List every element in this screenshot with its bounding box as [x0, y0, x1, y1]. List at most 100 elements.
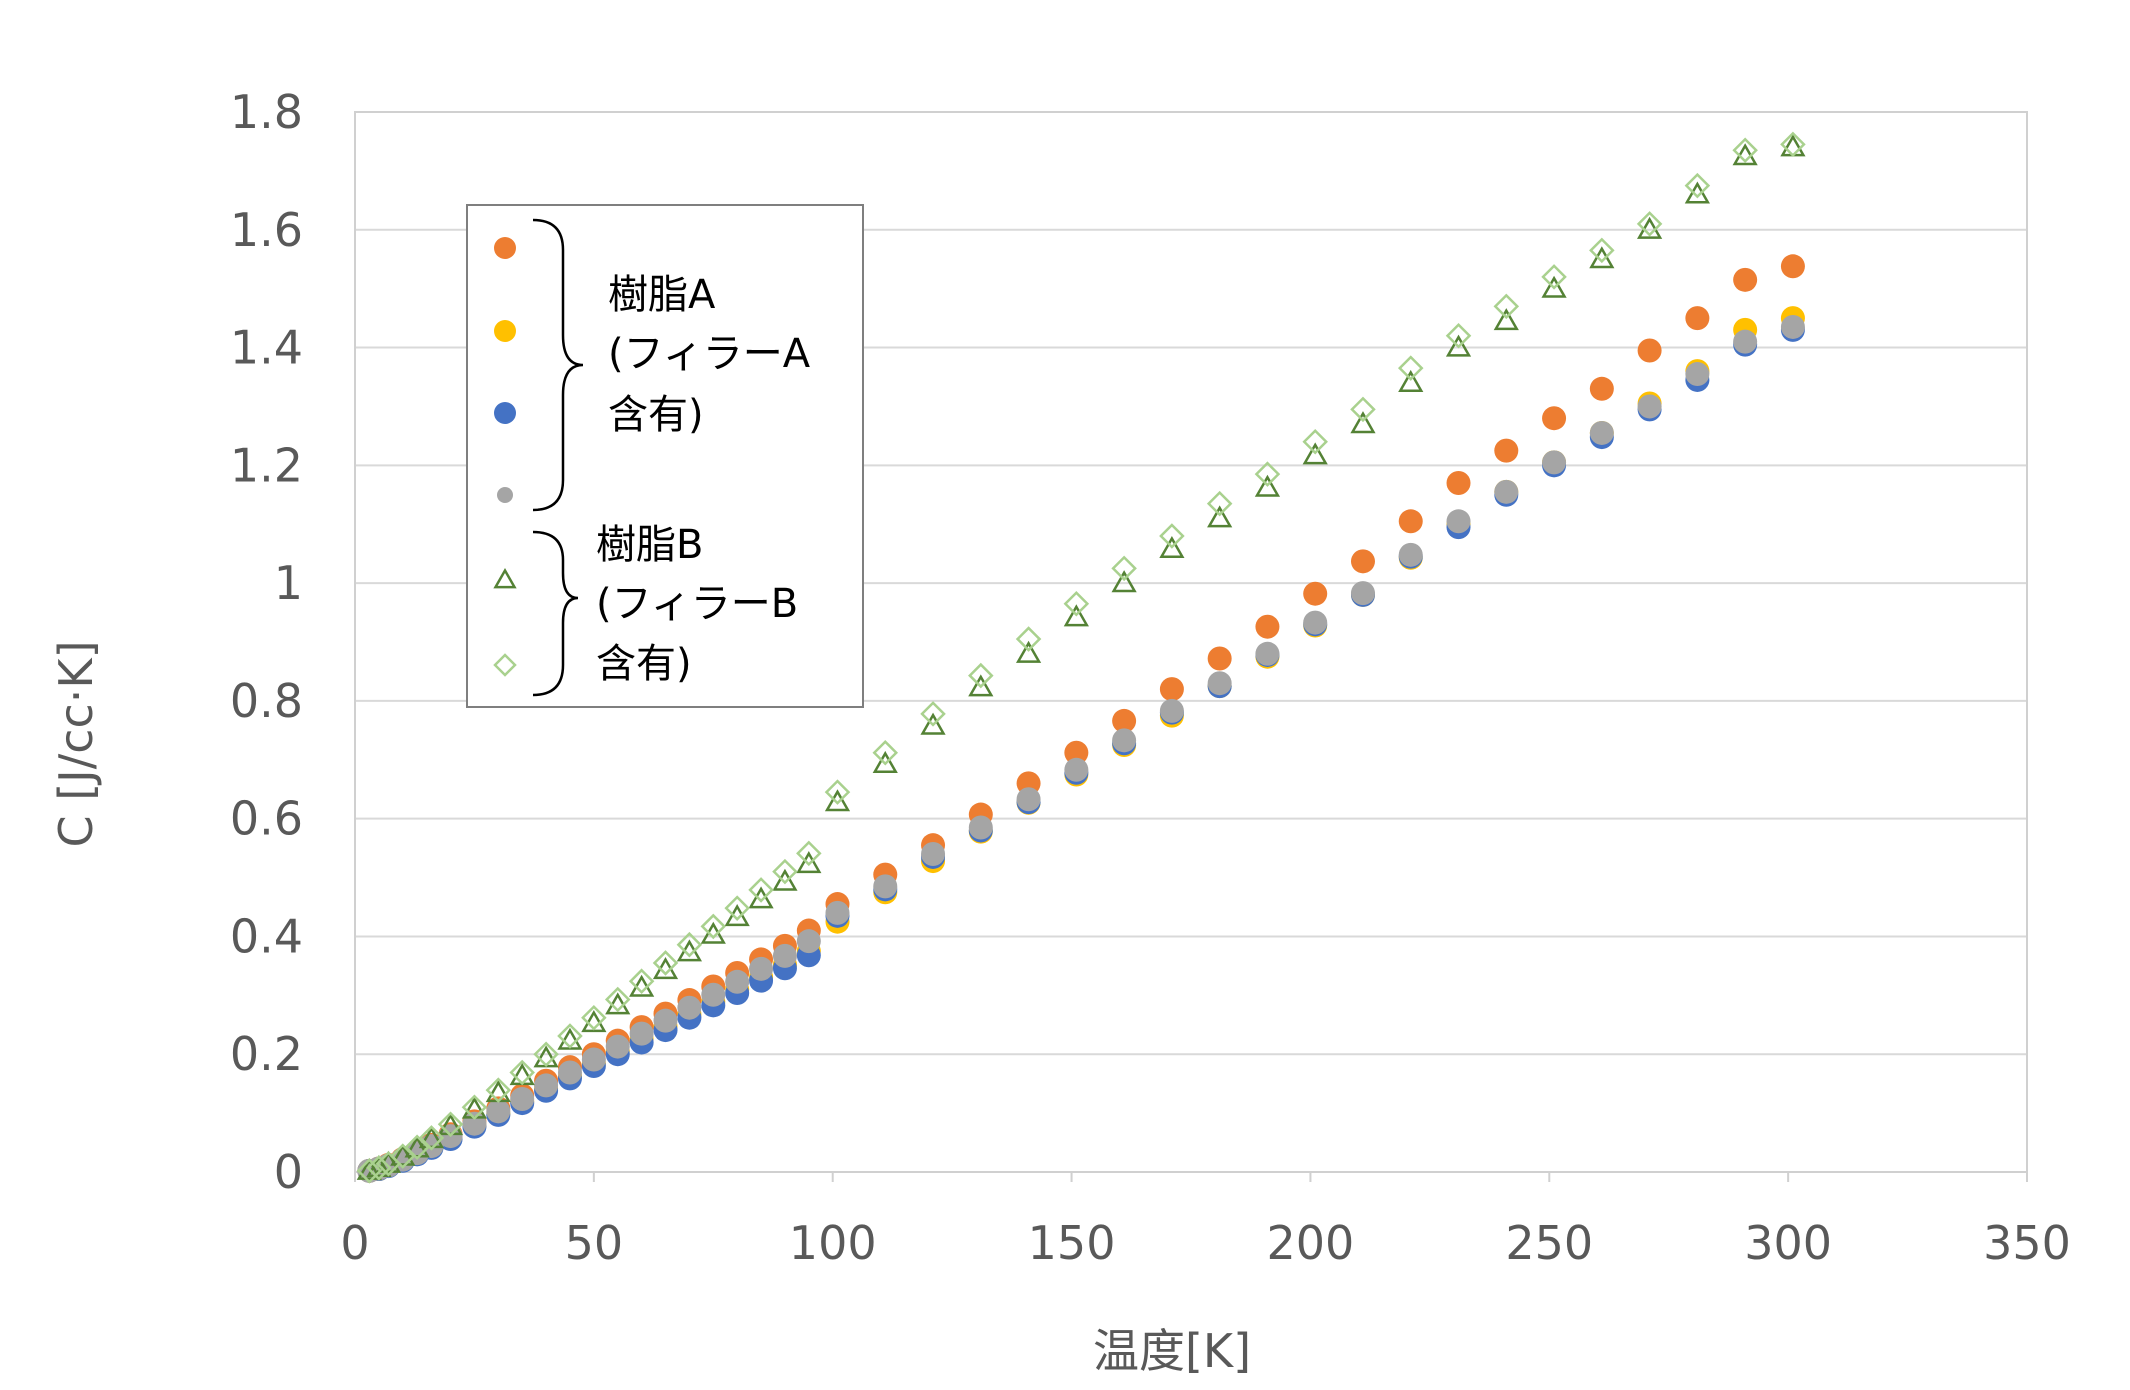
data-point: [629, 1021, 654, 1046]
data-point: [796, 851, 822, 874]
data-point: [604, 986, 631, 1013]
data-point: [581, 1047, 606, 1072]
data-point: [701, 982, 726, 1007]
legend-group-b-line-3: 含有): [596, 641, 692, 687]
data-point: [628, 968, 655, 994]
data-point: [724, 895, 750, 921]
legend-marker-series-3: [494, 402, 516, 424]
data-point: [557, 1023, 583, 1049]
data-point: [772, 858, 798, 885]
x-tick-label: 250: [1505, 1216, 1593, 1270]
data-point: [1303, 581, 1328, 606]
data-point: [581, 1010, 607, 1033]
data-point: [437, 1111, 464, 1138]
data-point: [1112, 728, 1137, 753]
data-point: [825, 900, 850, 925]
data-point: [1015, 640, 1042, 663]
data-point: [509, 1059, 535, 1086]
data-point: [676, 931, 703, 958]
x-tick-label: 0: [340, 1216, 369, 1270]
data-point: [1398, 509, 1423, 534]
data-point: [1445, 334, 1472, 357]
y-tick-label: 0.4: [230, 909, 303, 963]
data-point: [653, 1008, 678, 1033]
series-6: [356, 131, 1806, 1184]
data-point: [772, 868, 798, 891]
data-point: [824, 789, 851, 812]
data-point: [1589, 420, 1614, 445]
data-point: [1446, 471, 1471, 495]
data-point: [1207, 671, 1232, 696]
data-point: [1159, 523, 1185, 549]
data-point: [1398, 542, 1423, 567]
y-tick-label: 1.4: [230, 321, 303, 375]
y-tick-label: 0.2: [230, 1027, 303, 1081]
data-point: [1637, 338, 1662, 363]
legend-group-b-line-1: 樹脂B: [596, 522, 703, 568]
data-point: [581, 1004, 607, 1031]
data-point: [1685, 362, 1710, 387]
data-point: [1159, 677, 1184, 702]
data-point: [920, 712, 946, 735]
x-tick-label: 300: [1744, 1216, 1832, 1270]
data-point: [1494, 438, 1519, 463]
data-point: [1063, 590, 1090, 617]
x-tick-label: 350: [1983, 1216, 2071, 1270]
legend-group-b-line-2: (フィラーB: [596, 581, 798, 627]
data-point: [920, 701, 946, 727]
data-points: [356, 131, 1806, 1184]
data-point: [1303, 610, 1328, 635]
data-point: [1111, 555, 1137, 582]
legend-marker-series-5: [493, 567, 517, 589]
data-point: [1446, 509, 1471, 534]
data-point: [652, 950, 679, 976]
data-point: [872, 739, 899, 766]
data-point: [485, 1077, 512, 1103]
data-point: [968, 674, 994, 697]
y-tick-label: 0.8: [230, 674, 303, 728]
y-tick-label: 1: [274, 556, 303, 610]
data-point: [366, 1155, 392, 1181]
legend-brace-b: [532, 530, 579, 697]
data-point: [1112, 708, 1137, 733]
data-point: [1159, 698, 1184, 723]
series-4: [357, 314, 1805, 1183]
data-point: [700, 913, 727, 940]
data-point: [1542, 450, 1567, 475]
legend: 樹脂A (フィラーA 含有) 樹脂B (フィラーB 含有): [466, 204, 864, 708]
data-point: [1685, 306, 1710, 331]
data-point: [968, 662, 994, 689]
data-point: [1397, 355, 1424, 381]
x-axis-ticks: 0 50 100 150 200 250 300 350: [340, 1172, 2071, 1270]
y-tick-label: 1.6: [230, 203, 303, 257]
data-point: [1733, 329, 1758, 354]
data-point: [1398, 369, 1424, 392]
data-point: [1350, 411, 1376, 434]
data-point: [510, 1086, 535, 1111]
data-point: [1063, 604, 1089, 627]
data-point: [1016, 787, 1041, 812]
legend-group-a-line-3: 含有): [608, 392, 704, 438]
data-point: [772, 943, 797, 968]
data-point: [796, 840, 822, 867]
x-tick-label: 100: [789, 1216, 877, 1270]
x-axis-label: 温度[K]: [1093, 1324, 1251, 1378]
data-point: [1493, 308, 1519, 331]
data-point: [873, 874, 898, 899]
data-point: [1541, 275, 1567, 298]
y-tick-label: 0: [274, 1145, 303, 1199]
data-point: [1350, 549, 1375, 574]
x-tick-label: 50: [565, 1216, 624, 1270]
data-point: [1445, 323, 1472, 349]
data-point: [1780, 314, 1805, 339]
y-tick-label: 1.2: [230, 438, 303, 492]
data-point: [1493, 293, 1520, 320]
data-point: [1254, 461, 1281, 487]
data-point: [1542, 406, 1567, 431]
data-point: [356, 1158, 383, 1184]
legend-marker-series-6: [493, 653, 517, 677]
data-point: [1350, 396, 1376, 423]
data-point: [1206, 490, 1233, 517]
data-point: [1780, 254, 1805, 279]
